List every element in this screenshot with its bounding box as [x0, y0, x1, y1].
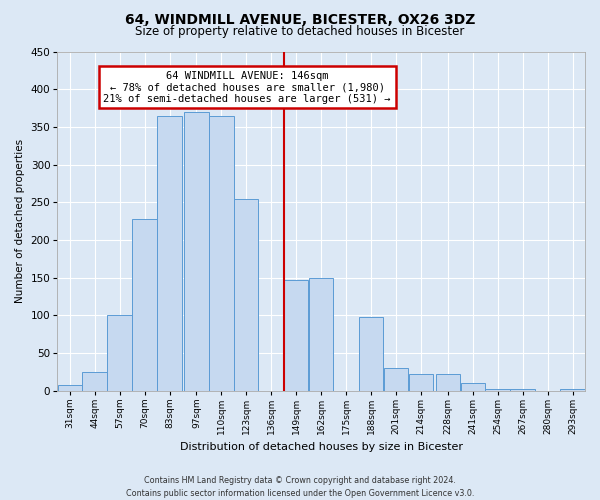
- Bar: [184, 112, 209, 391]
- Bar: [234, 198, 259, 391]
- Text: 64 WINDMILL AVENUE: 146sqm
← 78% of detached houses are smaller (1,980)
21% of s: 64 WINDMILL AVENUE: 146sqm ← 78% of deta…: [103, 70, 391, 104]
- Bar: [384, 368, 408, 391]
- Bar: [58, 385, 82, 391]
- Text: Contains HM Land Registry data © Crown copyright and database right 2024.
Contai: Contains HM Land Registry data © Crown c…: [126, 476, 474, 498]
- Bar: [284, 280, 308, 391]
- X-axis label: Distribution of detached houses by size in Bicester: Distribution of detached houses by size …: [179, 442, 463, 452]
- Bar: [82, 372, 107, 391]
- Bar: [511, 390, 535, 391]
- Text: Size of property relative to detached houses in Bicester: Size of property relative to detached ho…: [136, 25, 464, 38]
- Bar: [209, 116, 233, 391]
- Bar: [461, 384, 485, 391]
- Bar: [436, 374, 460, 391]
- Bar: [157, 116, 182, 391]
- Bar: [107, 316, 132, 391]
- Bar: [485, 390, 510, 391]
- Text: 64, WINDMILL AVENUE, BICESTER, OX26 3DZ: 64, WINDMILL AVENUE, BICESTER, OX26 3DZ: [125, 12, 475, 26]
- Y-axis label: Number of detached properties: Number of detached properties: [15, 139, 25, 303]
- Bar: [359, 317, 383, 391]
- Bar: [560, 390, 585, 391]
- Bar: [409, 374, 433, 391]
- Bar: [133, 219, 157, 391]
- Bar: [309, 278, 334, 391]
